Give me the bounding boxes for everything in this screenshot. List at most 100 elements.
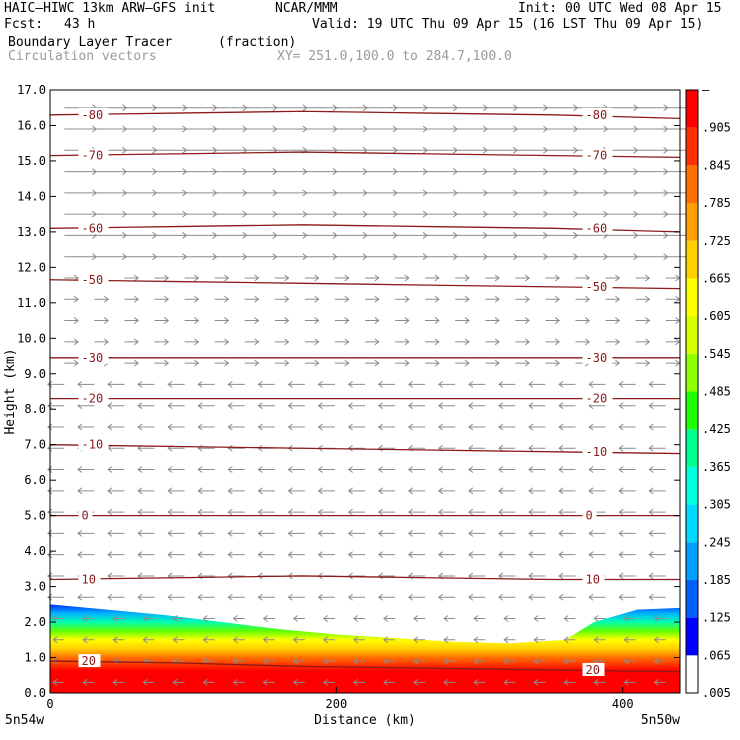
- vector-arrow: [167, 423, 185, 431]
- vector-arrow: [635, 253, 669, 261]
- vector-arrow: [154, 359, 170, 367]
- vector-arrow: [653, 636, 666, 644]
- vector-arrow: [365, 317, 380, 324]
- vector-arrow: [425, 359, 440, 367]
- vector-arrow: [425, 168, 458, 175]
- colorbar-label: .905: [702, 121, 731, 135]
- vector-arrow: [347, 551, 365, 559]
- vector-arrow: [533, 636, 546, 644]
- contour-label-bg: [78, 107, 109, 121]
- vector-arrow: [468, 423, 486, 431]
- vector-arrow: [317, 529, 335, 537]
- vector-arrow: [154, 104, 188, 112]
- vector-arrow: [558, 381, 576, 388]
- vector-arrow: [227, 423, 245, 431]
- vector-arrow: [425, 295, 440, 303]
- vector-arrow: [468, 508, 486, 516]
- vector-arrow: [437, 551, 456, 559]
- vector-arrow: [274, 253, 308, 261]
- vector-arrow: [274, 295, 290, 303]
- vector-arrow: [317, 487, 335, 495]
- vector-arrow: [137, 402, 155, 410]
- contour-label: -60: [586, 221, 608, 235]
- vector-arrow: [64, 317, 79, 324]
- temperature-contours: -80 -80 -70 -70 -60 -60 -50 -50 -30 -30 -20 -20 -10 -…: [49, 107, 681, 677]
- vector-arrow: [202, 636, 215, 644]
- vector-arrow: [244, 168, 278, 175]
- colorbar-swatch: [686, 316, 698, 354]
- vector-arrow: [498, 381, 516, 388]
- vector-arrow: [334, 359, 350, 367]
- vector-arrow: [167, 529, 185, 537]
- vector-arrow: [365, 232, 398, 239]
- vector-arrow: [648, 444, 666, 452]
- contour-label-bg: [582, 148, 613, 162]
- vector-arrow: [244, 189, 278, 197]
- contour-label-bg: [582, 444, 613, 458]
- vector-arrow: [413, 636, 426, 644]
- colorbar-label: .245: [702, 535, 731, 549]
- vector-arrow: [52, 615, 65, 622]
- vector-arrow: [575, 189, 609, 197]
- vector-arrow: [47, 444, 65, 452]
- vector-arrow: [154, 210, 188, 218]
- vector-arrow: [244, 104, 278, 112]
- vector-arrow: [635, 125, 669, 133]
- vector-arrow: [227, 381, 245, 388]
- vector-arrow: [167, 551, 185, 559]
- vector-arrow: [365, 295, 380, 303]
- vector-arrow: [425, 232, 458, 239]
- vector-arrow: [653, 615, 666, 622]
- vector-arrow: [77, 593, 95, 601]
- vector-arrow: [287, 466, 305, 473]
- vector-arrow: [425, 274, 440, 282]
- vector-arrow: [648, 551, 666, 559]
- vector-arrow: [515, 274, 530, 282]
- vector-arrow: [377, 423, 396, 431]
- vector-arrow: [184, 274, 200, 282]
- colorbar-swatch: [686, 127, 698, 166]
- vector-arrow: [167, 487, 185, 495]
- vector-arrow: [167, 381, 185, 388]
- vector-arrow: [197, 402, 215, 410]
- colorbar-swatch: [686, 240, 698, 279]
- vector-arrow: [545, 168, 579, 175]
- vector-arrow: [214, 274, 230, 282]
- vector-arrow: [545, 146, 579, 154]
- colorbar-label: .065: [702, 648, 731, 662]
- vector-arrow: [528, 529, 546, 537]
- vector-arrow: [347, 423, 365, 431]
- vector-arrow: [473, 615, 486, 622]
- vector-arrow: [605, 317, 621, 324]
- vector-arrow: [383, 657, 396, 665]
- vector-arrow: [197, 593, 215, 601]
- colorbar-label: .005: [702, 686, 731, 700]
- vector-arrow: [545, 317, 561, 324]
- vector-arrow: [64, 168, 98, 175]
- vector-arrow: [407, 487, 426, 495]
- vector-arrow: [503, 678, 516, 686]
- vector-arrow: [257, 466, 275, 473]
- vector-arrow: [334, 338, 350, 346]
- vector-arrow: [395, 104, 428, 112]
- colorbar-label: .605: [702, 309, 731, 323]
- vector-arrow: [528, 593, 546, 601]
- vector-arrow: [618, 402, 636, 410]
- colorbar-label: .365: [702, 460, 731, 474]
- vector-arrow: [334, 189, 368, 197]
- vector-arrow: [383, 615, 396, 622]
- contour-label-bg: [582, 391, 613, 405]
- vector-arrow: [334, 210, 368, 218]
- vector-arrow: [575, 210, 609, 218]
- vector-arrow: [605, 125, 639, 133]
- vector-arrow: [154, 295, 170, 303]
- vector-arrow: [214, 338, 230, 346]
- vector-arrow: [124, 104, 158, 112]
- contour-label-bg: [78, 508, 93, 522]
- vector-arrow: [468, 466, 486, 473]
- colorbar-swatch: [686, 655, 698, 693]
- vector-arrow: [244, 338, 260, 346]
- vector-arrow: [528, 551, 546, 559]
- vector-arrow: [437, 593, 456, 601]
- vector-arrow: [425, 146, 458, 154]
